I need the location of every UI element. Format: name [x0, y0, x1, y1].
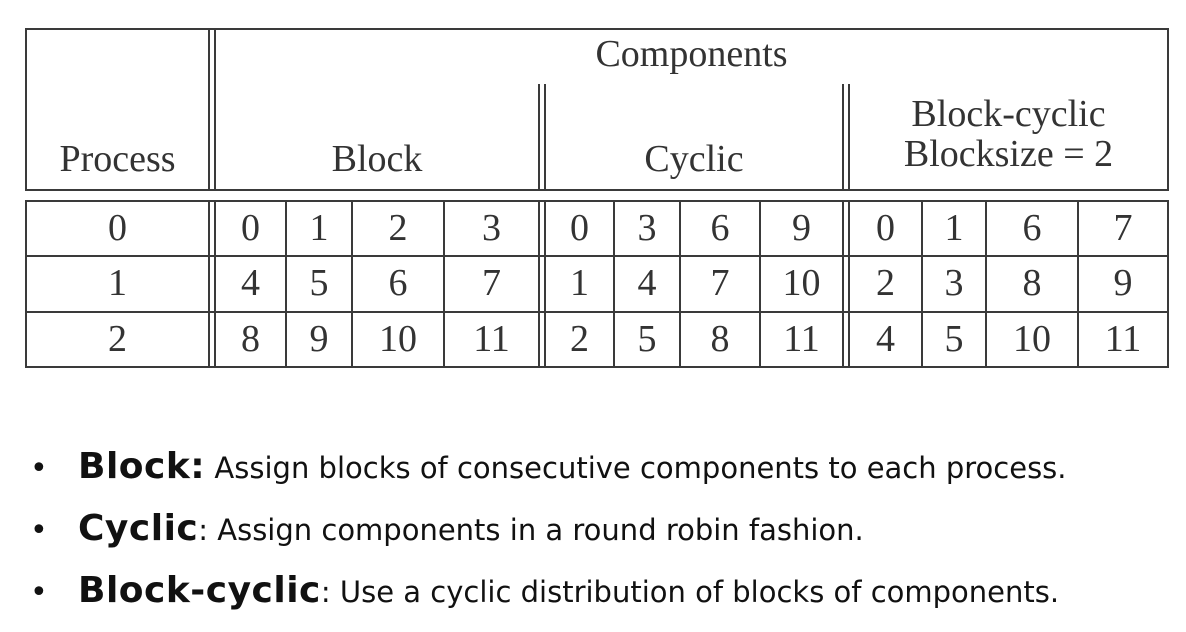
block-cyclic-cell: 7 [1113, 206, 1133, 249]
process-cell: 1 [108, 262, 127, 305]
bullet-dot-icon: • [30, 575, 48, 610]
bullet-term: Block-cyclic [78, 570, 321, 611]
header-process: Process [59, 138, 176, 181]
header-cyclic: Cyclic [644, 138, 744, 181]
cyclic-cell: 10 [782, 262, 821, 305]
bullet-term: Block [78, 446, 191, 487]
process-cell: 2 [108, 317, 127, 360]
block-cyclic-cell: 4 [876, 317, 895, 360]
bullet-text: Block: Assign blocks of consecutive comp… [78, 446, 1067, 487]
block-cell: 2 [388, 206, 408, 249]
cyclic-cell: 1 [570, 262, 589, 305]
block-cell: 3 [482, 206, 501, 249]
bullet-text: Cyclic: Assign components in a round rob… [78, 508, 864, 549]
bullet-description: Assign blocks of consecutive components … [205, 451, 1067, 485]
cyclic-cell: 11 [783, 317, 820, 360]
block-cell: 6 [388, 262, 408, 305]
header-block-cyclic-blocksize: Blocksize = 2 [903, 133, 1114, 175]
header-block-cyclic-title: Block-cyclic [911, 93, 1106, 136]
block-cell: 0 [241, 206, 260, 249]
block-cyclic-cell: 11 [1104, 317, 1142, 360]
bullet-separator: : [198, 513, 209, 547]
cyclic-cell: 2 [570, 317, 589, 360]
header-components: Components [595, 33, 788, 76]
block-cyclic-cell: 9 [1113, 262, 1133, 305]
distribution-table: Components Process Block Cyclic Block-cy… [25, 28, 1169, 368]
bullet-dot-icon: • [30, 451, 48, 486]
block-cell: 7 [482, 262, 501, 305]
bullet-separator: : [320, 575, 331, 609]
block-cyclic-cell: 3 [944, 262, 964, 305]
bullet-dot-icon: • [30, 513, 48, 548]
block-cell: 10 [379, 317, 417, 360]
bullet-separator: : [190, 446, 206, 487]
cyclic-cell: 8 [710, 317, 730, 360]
block-cyclic-cell: 2 [876, 262, 895, 305]
bullet-text: Block-cyclic: Use a cyclic distribution … [78, 570, 1059, 611]
cyclic-cell: 0 [570, 206, 589, 249]
list-item: • Block-cyclic: Use a cyclic distributio… [30, 570, 1180, 632]
bullet-list: • Block: Assign blocks of consecutive co… [30, 446, 1180, 632]
block-cyclic-cell: 0 [876, 206, 895, 249]
block-cyclic-cell: 10 [1013, 317, 1051, 360]
cyclic-cell: 5 [637, 317, 657, 360]
list-item: • Block: Assign blocks of consecutive co… [30, 446, 1180, 508]
block-cyclic-cell: 1 [944, 206, 964, 249]
block-cell: 4 [241, 262, 260, 305]
block-cell: 9 [309, 317, 329, 360]
block-cell: 1 [309, 206, 329, 249]
bullet-description: Use a cyclic distribution of blocks of c… [330, 575, 1060, 609]
block-cyclic-cell: 5 [944, 317, 964, 360]
cyclic-cell: 9 [792, 206, 811, 249]
cyclic-cell: 7 [710, 262, 730, 305]
block-cell: 8 [241, 317, 260, 360]
list-item: • Cyclic: Assign components in a round r… [30, 508, 1180, 570]
bullet-description: Assign components in a round robin fashi… [208, 513, 864, 547]
block-cell: 11 [473, 317, 510, 360]
block-cyclic-cell: 6 [1022, 206, 1042, 249]
block-cyclic-cell: 8 [1022, 262, 1042, 305]
block-cell: 5 [309, 262, 329, 305]
process-cell: 0 [108, 206, 127, 249]
cyclic-cell: 6 [710, 206, 730, 249]
cyclic-cell: 4 [637, 262, 657, 305]
header-block: Block [331, 138, 423, 181]
bullet-term: Cyclic [78, 508, 199, 549]
header-block-cyclic: Block-cyclic Blocksize = 2 [850, 82, 1167, 188]
cyclic-cell: 3 [637, 206, 657, 249]
